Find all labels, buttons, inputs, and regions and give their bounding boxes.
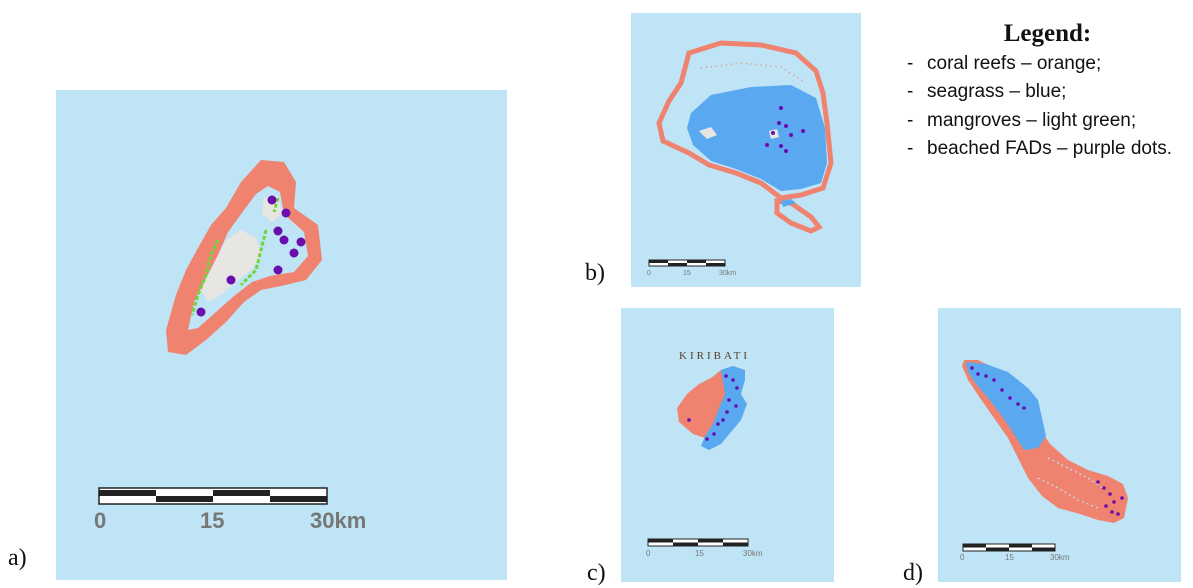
scale-tick-d-30: 30km (1050, 553, 1070, 562)
mangroves-a3 (272, 197, 280, 213)
panel-label-d: d) (903, 560, 923, 586)
map-d-svg: 0 15 30km (960, 360, 1128, 562)
legend-item-mangroves: mangroves – light green; (905, 109, 1190, 134)
map-a-svg: 0 15 30km (94, 160, 366, 533)
scale-tick-a-15: 15 (200, 508, 224, 533)
scale-bar-b: 0 15 30km (647, 259, 736, 277)
panel-label-a: a) (8, 545, 27, 571)
legend-item-coral-reefs: coral reefs – orange; (905, 52, 1190, 77)
scale-bar-a: 0 15 30km (94, 487, 366, 533)
map-b-svg: 0 15 30km (647, 40, 834, 277)
scale-tick-a-0: 0 (94, 508, 106, 533)
map-panel-a: 0 15 30km (56, 90, 507, 580)
mangroves-a (190, 239, 220, 316)
scale-tick-c-15: 15 (695, 549, 704, 558)
seagrass-c (701, 366, 747, 450)
scale-tick-b-30: 30km (719, 270, 736, 277)
map-c-svg: KIRIBATI 0 15 30km (646, 350, 763, 558)
map-panel-c: KIRIBATI 0 15 30km (621, 308, 834, 582)
reef-patches-b (700, 62, 807, 84)
scale-tick-a-30: 30km (310, 508, 366, 533)
coral-reef-outline-b (656, 40, 834, 201)
land-b (699, 127, 717, 139)
scale-bar-d: 0 15 30km (960, 543, 1070, 562)
mangroves-a2 (239, 229, 268, 287)
fad-dots-c (687, 374, 739, 441)
panel-label-c: c) (587, 560, 606, 586)
scale-tick-c-0: 0 (646, 549, 651, 558)
land-a (201, 230, 262, 302)
legend-item-beached-fads: beached FADs – purple dots. (905, 137, 1190, 162)
legend-item-seagrass: seagrass – blue; (905, 80, 1190, 105)
legend-title: Legend: (1003, 20, 1092, 47)
fad-dots-b (765, 106, 805, 153)
place-label-kiribati: KIRIBATI (679, 350, 750, 362)
legend: Legend: coral reefs – orange; seagrass –… (905, 18, 1190, 165)
scale-bar-c: 0 15 30km (646, 538, 763, 558)
seagrass-islet-b (781, 199, 796, 207)
scale-tick-b-0: 0 (647, 270, 651, 277)
scale-tick-d-15: 15 (1005, 553, 1014, 562)
panel-label-b: b) (585, 260, 605, 286)
seagrass-b (687, 85, 827, 191)
fad-dots-a (196, 195, 306, 317)
map-panel-d: 0 15 30km (938, 308, 1181, 582)
legend-list: coral reefs – orange; seagrass – blue; m… (905, 52, 1190, 162)
coral-reef-islet-b (774, 198, 823, 234)
scale-tick-d-0: 0 (960, 553, 965, 562)
scale-tick-c-30: 30km (743, 549, 763, 558)
seagrass-d (966, 362, 1046, 450)
fad-dots-d (970, 366, 1124, 516)
reef-patches-d (1037, 457, 1104, 509)
land-a2 (262, 196, 282, 222)
map-panel-b: 0 15 30km (631, 13, 861, 287)
scale-tick-b-15: 15 (683, 270, 691, 277)
